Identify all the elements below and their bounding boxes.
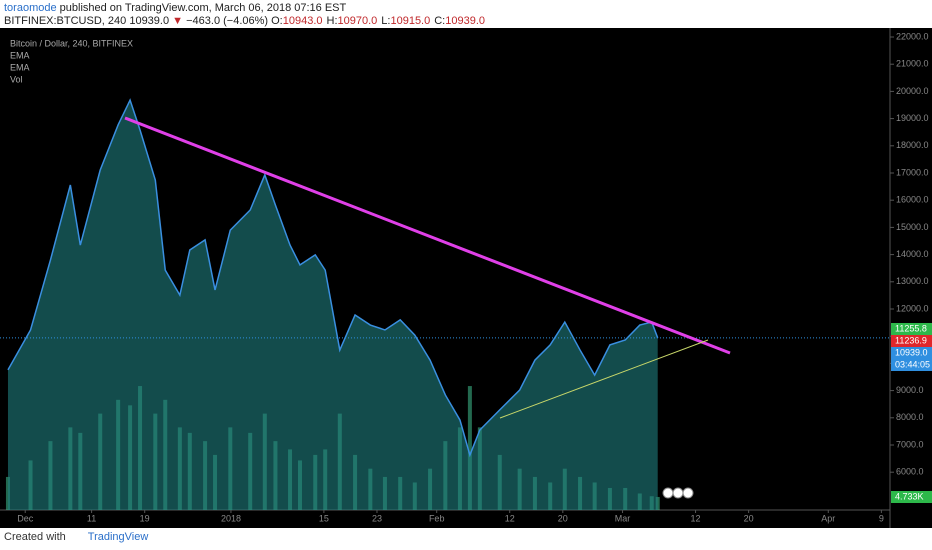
x-tick-label: 23 <box>372 513 382 523</box>
x-tick-label: Mar <box>615 513 631 523</box>
line1: toraomode published on TradingView.com, … <box>4 2 489 15</box>
ohlc: O:10943.0 H:10970.0 L:10915.0 C:10939.0 <box>271 15 489 27</box>
legend-entry: Bitcoin / Dollar, 240, BITFINEX <box>10 38 133 48</box>
ohlc-key: O: <box>271 15 283 27</box>
x-tick-label: 12 <box>505 513 515 523</box>
change: −463.0 (−4.06%) <box>186 15 269 27</box>
legend-entry: Vol <box>10 74 23 84</box>
price-tag-bg <box>891 359 932 371</box>
axes: 6000.07000.08000.09000.010000.011000.012… <box>17 31 932 523</box>
x-tick-label: Dec <box>17 513 34 523</box>
x-tick-label: 2018 <box>221 513 241 523</box>
x-tick-label: 15 <box>319 513 329 523</box>
x-tick-label: 9 <box>879 513 884 523</box>
y-tick-label: 19000.0 <box>896 113 929 123</box>
price-area <box>7 100 658 510</box>
author[interactable]: toraomode <box>4 2 57 14</box>
created: Created with <box>4 531 66 543</box>
y-tick-label: 22000.0 <box>896 31 929 41</box>
arrow: ▼ <box>172 15 184 27</box>
y-tick-label: 17000.0 <box>896 167 929 177</box>
y-tick-label: 20000.0 <box>896 86 929 96</box>
y-tick-label: 15000.0 <box>896 222 929 232</box>
y-tick-label: 18000.0 <box>896 140 929 150</box>
volume-tag: 4.733K <box>895 491 924 501</box>
price <box>0 98 890 510</box>
x-tick-label: 20 <box>744 513 754 523</box>
price-tag-bg <box>891 335 932 347</box>
ohlc-value: 10970.0 <box>337 15 378 27</box>
x-tick-label: Apr <box>821 513 835 523</box>
published: published on TradingView.com, March 06, … <box>59 2 347 14</box>
legend-entry: EMA <box>10 62 30 72</box>
price-tag-bg <box>891 323 932 335</box>
price-tag-bg <box>891 347 932 359</box>
y-tick-label: 8000.0 <box>896 412 924 422</box>
ohlc-value: 10915.0 <box>390 15 431 27</box>
y-tick-label: 9000.0 <box>896 385 924 395</box>
x-tick-label: 11 <box>87 513 96 523</box>
volume-bar <box>467 386 472 510</box>
x-tick-label: 19 <box>140 513 150 523</box>
legend-entry: EMA <box>10 50 30 60</box>
price-tag: 10939.0 <box>895 347 928 357</box>
badge[interactable] <box>662 487 694 499</box>
price-tag: 11236.9 <box>895 335 927 345</box>
price-tag: 03:44:05 <box>895 359 930 369</box>
y-tick-label: 6000.0 <box>896 467 924 477</box>
y-tick-label: 13000.0 <box>896 276 929 286</box>
last: 10939.0 <box>129 15 170 27</box>
ohlc-key: C: <box>434 15 446 27</box>
ohlc-key: H: <box>326 15 338 27</box>
x-tick-label: Feb <box>429 513 445 523</box>
price-tag: 11255.8 <box>895 323 927 333</box>
header: toraomode published on TradingView.com, … <box>4 2 489 28</box>
y-tick-label: 16000.0 <box>896 195 929 205</box>
line2: BITFINEX:BTCUSD, 240 10939.0 ▼ −463.0 (−… <box>4 15 489 28</box>
ohlc-value: 10943.0 <box>282 15 323 27</box>
volume-tag-bg <box>891 491 932 503</box>
y-tick-label: 7000.0 <box>896 439 924 449</box>
trendline[interactable] <box>124 116 731 355</box>
y-tick-label: 12000.0 <box>896 303 929 313</box>
ohlc-key: L: <box>381 15 391 27</box>
x-tick-label: 12 <box>691 513 701 523</box>
symbol: BITFINEX:BTCUSD, 240 <box>4 15 127 27</box>
legend: Bitcoin / Dollar, 240, BITFINEX EMA EMA Vol <box>10 38 133 84</box>
x-axis-bg <box>0 510 932 528</box>
trendline[interactable] <box>499 339 709 419</box>
price-line <box>7 98 659 458</box>
y-tick-label: 21000.0 <box>896 59 929 69</box>
footer: Created with TradingView <box>4 531 148 543</box>
ohlc-value: 10939.0 <box>445 15 485 27</box>
x-tick-label: 20 <box>558 513 568 523</box>
y-tick-label: 14000.0 <box>896 249 929 259</box>
brand[interactable]: TradingView <box>87 531 149 543</box>
